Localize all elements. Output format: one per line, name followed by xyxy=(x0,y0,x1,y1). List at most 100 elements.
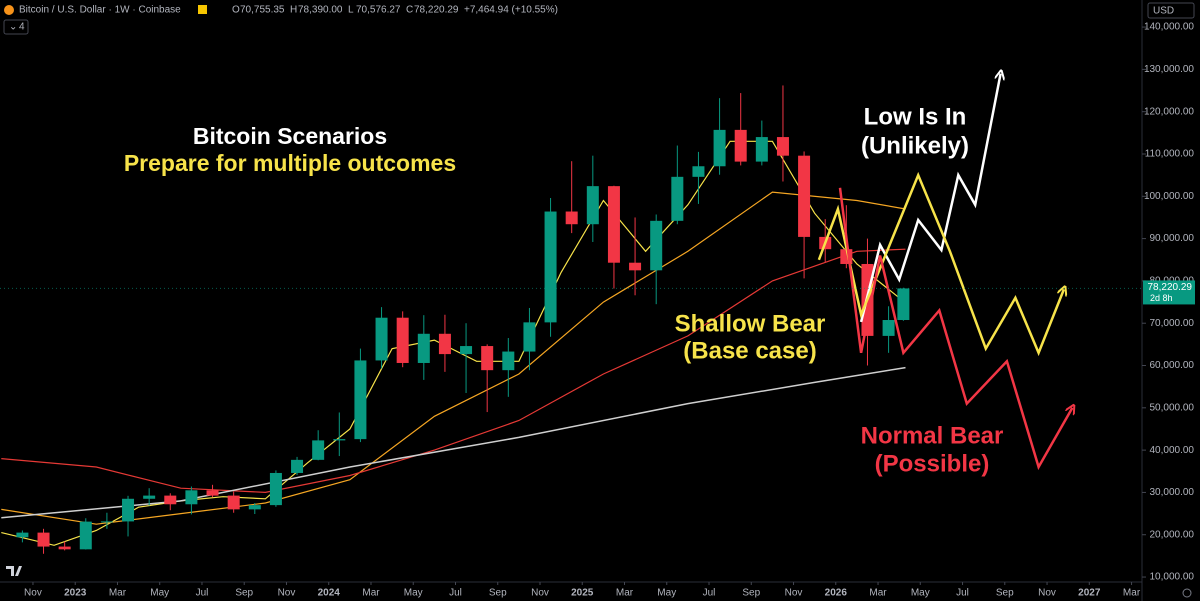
y-tick-label: 100,000.00 xyxy=(1144,191,1194,202)
coin-icon xyxy=(4,5,14,15)
candle xyxy=(523,307,536,371)
candle-body xyxy=(417,333,430,363)
candle-body xyxy=(692,166,705,177)
x-tick-label: Mar xyxy=(616,588,634,599)
x-tick-label: 2023 xyxy=(64,588,87,599)
candle xyxy=(734,93,747,166)
annotation: Prepare for multiple outcomes xyxy=(124,150,456,176)
candle-body xyxy=(481,346,494,371)
candle xyxy=(544,197,557,337)
candle-body xyxy=(544,211,557,323)
annotation: Low Is In xyxy=(864,103,967,130)
y-tick-label: 30,000.00 xyxy=(1150,487,1195,498)
candle xyxy=(37,528,50,554)
ohlc-value: 70,755.35 xyxy=(240,5,285,16)
candle xyxy=(438,314,451,372)
last-price-box xyxy=(1143,280,1195,305)
candle-body xyxy=(755,137,768,162)
candle-body xyxy=(100,521,113,523)
settings-icon[interactable] xyxy=(1182,588,1192,598)
flag-icon[interactable] xyxy=(198,5,207,14)
candle xyxy=(776,85,789,182)
ohlc-key: H xyxy=(290,5,297,16)
x-tick-label: Nov xyxy=(1038,588,1056,599)
candle xyxy=(396,311,409,368)
candle xyxy=(897,287,910,321)
candle xyxy=(58,541,71,551)
y-tick-label: 90,000.00 xyxy=(1150,233,1195,244)
candle-body xyxy=(206,490,219,496)
candle-body xyxy=(375,317,388,361)
x-tick-label: Sep xyxy=(742,588,760,599)
moving-average xyxy=(1,140,900,546)
currency-label: USD xyxy=(1153,6,1174,17)
change: +7,464.94 (+10.55%) xyxy=(464,5,558,16)
y-tick-label: 120,000.00 xyxy=(1144,106,1194,117)
candle xyxy=(502,338,515,397)
moving-average xyxy=(1,191,906,525)
candle xyxy=(607,185,620,289)
y-tick-label: 20,000.00 xyxy=(1150,529,1195,540)
indicator-toggle[interactable] xyxy=(3,19,29,35)
y-tick-label: 10,000.00 xyxy=(1150,572,1195,583)
x-tick-label: May xyxy=(657,588,676,599)
indicator-count: 4 xyxy=(19,22,25,33)
symbol-title: Bitcoin / U.S. Dollar · 1W · Coinbase xyxy=(19,5,181,16)
candle xyxy=(417,315,430,380)
candle xyxy=(481,344,494,413)
candle xyxy=(79,518,92,550)
scenario-path xyxy=(838,187,1072,471)
annotation: Bitcoin Scenarios xyxy=(193,123,387,149)
candle xyxy=(16,530,29,543)
x-tick-label: Nov xyxy=(531,588,549,599)
scenario-path xyxy=(817,171,1064,357)
candle xyxy=(291,456,304,476)
candle-body xyxy=(523,322,536,352)
candle xyxy=(248,503,261,515)
candle xyxy=(333,412,346,457)
x-tick-label: Mar xyxy=(1123,588,1141,599)
x-tick-label: Jul xyxy=(703,588,716,599)
ohlc-value: 78,220.29 xyxy=(414,5,459,16)
x-tick-label: Jul xyxy=(956,588,969,599)
candle-body xyxy=(897,288,910,321)
x-tick-label: Nov xyxy=(785,588,803,599)
ohlc-key: C xyxy=(406,5,413,16)
candle xyxy=(650,214,663,305)
candle-body xyxy=(79,521,92,550)
candle xyxy=(692,151,705,204)
y-tick-label: 70,000.00 xyxy=(1150,318,1195,329)
candle xyxy=(206,484,219,498)
candle-body xyxy=(185,490,198,505)
candle-body xyxy=(312,440,325,460)
candle xyxy=(882,306,895,353)
candle-body xyxy=(58,546,71,550)
ohlc-key: O xyxy=(232,5,240,16)
candle-body xyxy=(671,176,684,221)
candle-body xyxy=(882,320,895,336)
candle-body xyxy=(122,498,135,522)
x-tick-label: Jul xyxy=(196,588,209,599)
x-tick-label: 2025 xyxy=(571,588,594,599)
annotation: Normal Bear xyxy=(861,422,1004,449)
countdown: 2d 8h xyxy=(1150,293,1173,303)
scenario-path xyxy=(859,74,1001,323)
x-tick-label: Jul xyxy=(449,588,462,599)
candle-body xyxy=(776,137,789,156)
x-tick-label: Sep xyxy=(996,588,1014,599)
candle xyxy=(227,491,240,513)
moving-average xyxy=(1,366,906,519)
annotation: (Unlikely) xyxy=(861,132,969,159)
annotation: Shallow Bear xyxy=(675,310,826,337)
logo-shape xyxy=(6,566,22,576)
candle-body xyxy=(354,360,367,440)
x-tick-label: May xyxy=(150,588,169,599)
candle xyxy=(354,348,367,443)
annotation: (Base case) xyxy=(683,337,816,364)
currency-button[interactable] xyxy=(1147,2,1195,19)
x-tick-label: 2024 xyxy=(318,588,341,599)
y-tick-label: 140,000.00 xyxy=(1144,22,1194,33)
x-tick-label: May xyxy=(404,588,423,599)
annotation: (Possible) xyxy=(875,450,990,477)
x-tick-label: Mar xyxy=(362,588,380,599)
